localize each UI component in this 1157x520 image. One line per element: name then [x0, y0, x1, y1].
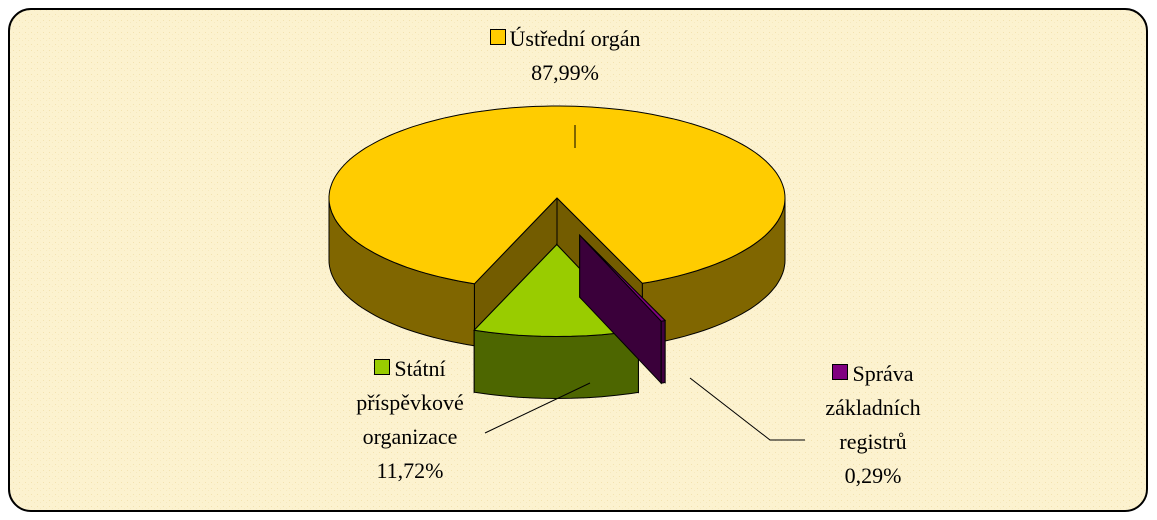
legend-key [374, 359, 391, 375]
leader-lines [484, 125, 805, 441]
value-label: 87,99% [531, 60, 599, 86]
value-label: 0,29% [844, 463, 902, 489]
pie-slice [328, 105, 786, 285]
label-block: Státní příspěvkové organizace 11,72% [325, 352, 495, 488]
leader-line [484, 382, 591, 434]
legend-key [489, 29, 506, 45]
label-block: Správa základních registrů 0,29% [798, 357, 948, 493]
labels: Ústřední orgán 87,99% Státní příspěvkové o… [325, 22, 948, 493]
slice-wall [660, 319, 666, 384]
value-label: 11,72% [376, 458, 444, 484]
pie-slice [579, 234, 667, 322]
legend-key [832, 364, 849, 380]
data-label: Ústřední orgán 87,99% [400, 22, 730, 90]
category-label: Státní příspěvkové organizace [356, 356, 464, 450]
slice-wall [473, 329, 639, 400]
label-block: Ústřední orgán 87,99% [400, 22, 730, 90]
pie [328, 105, 786, 400]
leader-line [689, 377, 805, 441]
category-label: Ústřední orgán [509, 26, 641, 51]
data-label: Správa základních registrů 0,29% [798, 357, 948, 493]
category-label: Správa základních registrů [825, 361, 921, 455]
data-label: Státní příspěvkové organizace 11,72% [325, 352, 495, 488]
